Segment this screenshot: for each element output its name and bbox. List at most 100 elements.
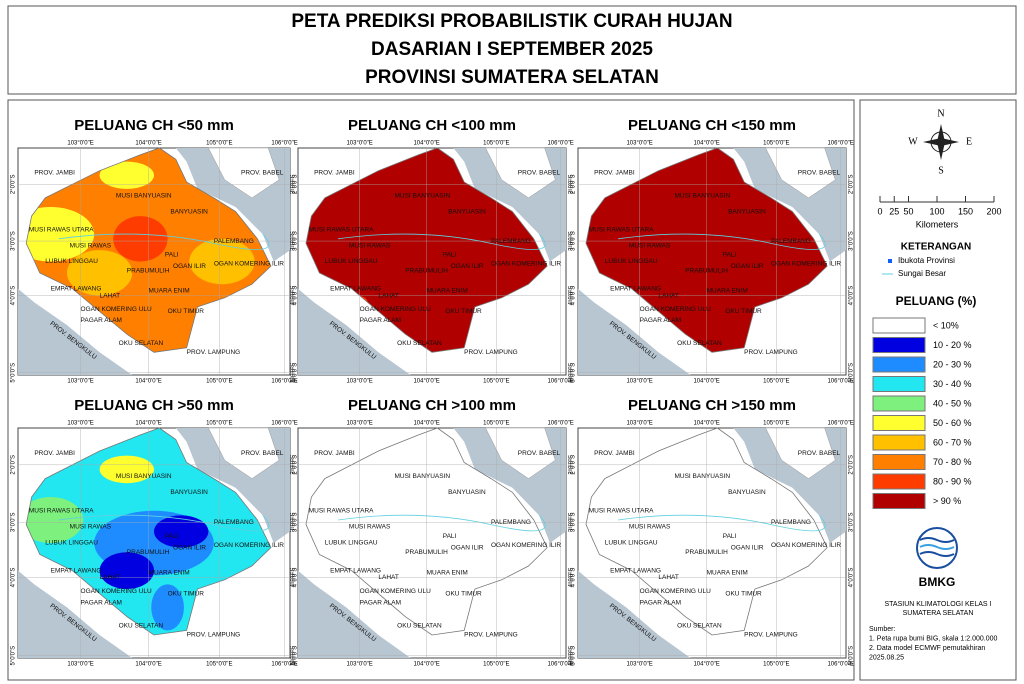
region-label: OKU TIMUR: [725, 590, 762, 597]
region-label: MUARA ENIM: [149, 288, 190, 295]
panel-title: PELUANG CH >50 mm: [74, 397, 234, 414]
lat-label: 4°0'0"S: [849, 286, 855, 306]
legend-swatch: [872, 376, 926, 392]
region-label: PALEMBANG: [771, 238, 811, 245]
field: [113, 216, 168, 262]
region-label: PROV. JAMBI: [314, 170, 355, 177]
lat-label: 5°0'0"S: [11, 363, 17, 383]
lon-label: 103°0'0"E: [626, 662, 652, 668]
legend-swatch: [872, 317, 926, 334]
lat-label: 4°0'0"S: [569, 286, 575, 306]
region-label: MUSI RAWAS: [70, 242, 112, 249]
compass-letter: W: [908, 136, 918, 147]
lat-label: 5°0'0"S: [291, 363, 297, 383]
lon-label: 106°0'0"E: [271, 421, 297, 427]
lon-label: 103°0'0"E: [67, 379, 93, 385]
keterangan-item: Ibukota Provinsi: [898, 256, 955, 265]
region-label: PRABUMULIH: [405, 267, 448, 274]
scale-label: 25: [889, 206, 899, 216]
panel-title: PELUANG CH <150 mm: [628, 117, 796, 134]
river: [618, 514, 826, 532]
lat-label: 4°0'0"S: [11, 568, 17, 588]
region-label: BANYUASIN: [728, 208, 766, 215]
scale-label: 50: [903, 206, 913, 216]
region-label: LAHAT: [100, 292, 120, 299]
region-label: MUSI BANYUASIN: [116, 473, 172, 480]
lat-label: 4°0'0"S: [291, 286, 297, 306]
region-label: PROV. BABEL: [798, 170, 841, 177]
region-label: PRABUMULIH: [685, 267, 728, 274]
lon-label: 103°0'0"E: [626, 141, 652, 147]
region-label: MUARA ENIM: [149, 570, 190, 577]
lat-label: 5°0'0"S: [293, 363, 299, 383]
lon-label: 104°0'0"E: [135, 379, 161, 385]
lat-label: 3°0'0"S: [11, 512, 17, 532]
lat-label: 2°0'0"S: [11, 455, 17, 475]
region-label: MUSI RAWAS UTARA: [589, 226, 654, 233]
legend-label: 70 - 80 %: [933, 457, 972, 467]
compass-letter: S: [938, 165, 944, 176]
lat-label: 4°0'0"S: [293, 568, 299, 588]
region-label: BANYUASIN: [170, 489, 208, 496]
lat-label: 3°0'0"S: [849, 231, 855, 251]
compass: [923, 138, 959, 146]
lat-label: 4°0'0"S: [291, 568, 297, 588]
lon-label: 106°0'0"E: [547, 379, 573, 385]
legend-swatch: [872, 454, 926, 470]
region-label: PAGAR ALAM: [81, 317, 122, 324]
region-label: OKU TIMUR: [445, 590, 482, 597]
lon-label: 103°0'0"E: [626, 379, 652, 385]
island: [485, 147, 556, 199]
region-label: MUSI BANYUASIN: [116, 192, 172, 199]
lat-label: 3°0'0"S: [571, 512, 577, 532]
logo-text: BMKG: [919, 575, 956, 589]
lon-label: 104°0'0"E: [413, 662, 439, 668]
region-label: PALEMBANG: [214, 238, 254, 245]
river: [618, 233, 826, 250]
lon-label: 105°0'0"E: [763, 421, 789, 427]
legend-title: PELUANG (%): [896, 294, 977, 308]
lon-label: 104°0'0"E: [693, 662, 719, 668]
sea: [298, 288, 411, 375]
region-label: MUSI RAWAS UTARA: [29, 508, 94, 515]
lat-label: 5°0'0"S: [569, 363, 575, 383]
region-label: PRABUMULIH: [685, 549, 728, 556]
region-label: OGAN KOMERING ULU: [640, 588, 711, 595]
field: [99, 161, 154, 189]
legend-swatch: [872, 415, 926, 431]
region-label: MUSI RAWAS: [629, 524, 671, 531]
region-label: OGAN KOMERING ULU: [81, 306, 152, 313]
region-label: OKU SELATAN: [677, 340, 722, 347]
title-box: [7, 5, 1017, 95]
lon-label: 103°0'0"E: [67, 662, 93, 668]
region-label: PALI: [165, 533, 179, 540]
region-label: PAGAR ALAM: [640, 317, 681, 324]
region-label: BANYUASIN: [728, 489, 766, 496]
region-label: PAGAR ALAM: [81, 600, 122, 607]
lon-label: 106°0'0"E: [547, 421, 573, 427]
lat-label: 2°0'0"S: [571, 174, 577, 194]
region-label: OKU SELATAN: [119, 623, 164, 630]
region-label: PROV. LAMPUNG: [464, 632, 518, 639]
compass-letter: E: [966, 136, 972, 147]
region-label: PALEMBANG: [491, 238, 531, 245]
field: [26, 497, 84, 543]
region-label: PALEMBANG: [771, 519, 811, 526]
region-label: PAGAR ALAM: [360, 317, 401, 324]
panel-title: PELUANG CH >150 mm: [628, 397, 796, 414]
lon-label: 106°0'0"E: [547, 662, 573, 668]
lon-label: 104°0'0"E: [413, 421, 439, 427]
lon-label: 106°0'0"E: [827, 379, 853, 385]
lon-label: 106°0'0"E: [547, 141, 573, 147]
scale-unit: Kilometers: [916, 219, 959, 229]
lon-label: 105°0'0"E: [763, 662, 789, 668]
lon-label: 103°0'0"E: [67, 421, 93, 427]
field: [189, 238, 255, 285]
region-label: OGAN KOMERING ULU: [640, 306, 711, 313]
lon-label: 106°0'0"E: [827, 662, 853, 668]
region-label: LAHAT: [658, 292, 678, 299]
island: [765, 427, 836, 479]
lon-label: 104°0'0"E: [693, 379, 719, 385]
lon-label: 106°0'0"E: [271, 662, 297, 668]
